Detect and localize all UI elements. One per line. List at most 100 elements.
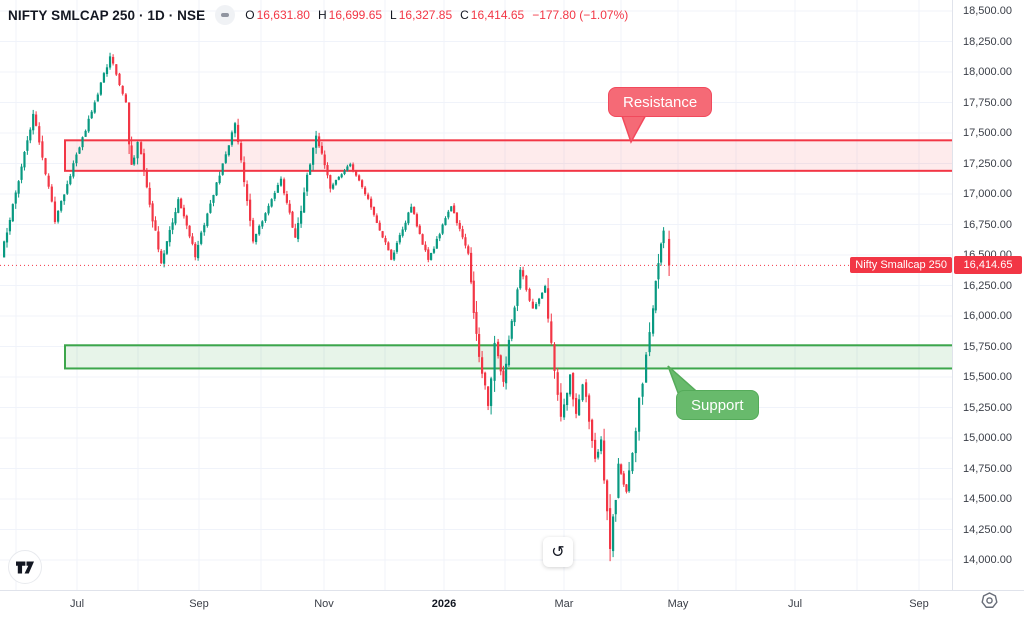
candle-body (499, 355, 502, 372)
candle-body (413, 206, 416, 214)
candle-body (404, 222, 407, 230)
candle-body (600, 439, 603, 452)
candle-body (35, 114, 38, 126)
resistance-callout[interactable]: Resistance (608, 87, 713, 117)
candle-body (279, 178, 283, 186)
candle-body (133, 157, 136, 165)
candle-body (427, 249, 430, 260)
collapse-legend-button[interactable] (215, 5, 236, 25)
candle-body (157, 231, 160, 250)
candle-body (136, 141, 139, 159)
candle-body (270, 199, 273, 207)
candle-body (306, 174, 309, 192)
candle-body (415, 214, 419, 227)
candle-body (458, 222, 461, 229)
low-label: L (390, 8, 397, 22)
candle-body (519, 269, 522, 289)
reset-chart-button[interactable]: ↺ (543, 537, 573, 567)
candle-body (634, 431, 637, 454)
candle-body (197, 244, 200, 259)
candle-body (346, 166, 349, 171)
time-scale[interactable]: Jul Sep Nov 2026 Mar May Jul Sep (0, 590, 1024, 621)
time-tick-label: Jul (787, 598, 803, 610)
candle-body (246, 184, 249, 202)
candle-body (450, 206, 453, 212)
candle-body (309, 164, 312, 175)
candle-body (38, 126, 41, 143)
candle-body (612, 516, 615, 552)
candle-body (163, 253, 166, 264)
candle-body (343, 170, 346, 175)
candle-body (218, 175, 221, 184)
candle-body (118, 73, 121, 86)
candle-body (285, 193, 288, 203)
price-tick-label: 18,000.00 (963, 66, 1012, 78)
resistance-zone[interactable] (64, 139, 952, 172)
candle-body (398, 235, 401, 243)
candle-body (29, 129, 32, 141)
candle-body (171, 222, 174, 230)
candle-body (87, 118, 90, 132)
candle-body (364, 187, 367, 195)
candle-body (41, 141, 44, 158)
candle-body (378, 222, 381, 231)
tradingview-logo[interactable] (8, 550, 42, 584)
candle-body (90, 111, 93, 119)
candle-body (421, 234, 424, 245)
candle-body (547, 288, 550, 319)
price-tick-label: 17,000.00 (963, 188, 1012, 200)
candle-body (182, 207, 186, 217)
candle-body (267, 205, 270, 214)
candle-body (273, 192, 276, 199)
candle-body (258, 225, 261, 235)
candle-body (337, 176, 340, 180)
price-tick-label: 16,750.00 (963, 218, 1012, 231)
candle-body (381, 231, 384, 238)
candle-body (507, 339, 511, 366)
candle-body (203, 225, 206, 233)
candle-body (478, 334, 481, 357)
price-scale[interactable]: 18,500.00 18,250.00 18,000.00 17,750.00 17,5… (952, 0, 1024, 590)
support-callout[interactable]: Support (676, 390, 759, 420)
candle-body (525, 275, 528, 290)
candlestick-plot[interactable] (0, 0, 952, 590)
candle-body (528, 289, 531, 301)
candle-body (50, 186, 53, 202)
candle-body (441, 224, 444, 234)
candle-body (522, 270, 525, 277)
high-value: 16,699.65 (328, 8, 383, 22)
candle-body (550, 321, 553, 343)
minimize-icon (221, 13, 230, 17)
price-tick-label: 15,750.00 (963, 340, 1012, 353)
candle-body (283, 179, 286, 194)
candle-body (444, 218, 447, 226)
symbol-title[interactable]: NIFTY SMLCAP 250 · 1D · NSE (8, 7, 206, 23)
candle-body (145, 170, 148, 188)
candle-body (538, 298, 541, 304)
candle-body (227, 145, 230, 156)
candle-body (395, 242, 399, 252)
settings-icon[interactable] (981, 592, 998, 609)
candle-body (340, 174, 343, 178)
candle-body (44, 158, 47, 175)
candle-body (410, 206, 413, 213)
candle-body (17, 181, 20, 194)
candle-body (151, 203, 154, 222)
open-label: O (245, 8, 255, 22)
candle-body (631, 452, 634, 472)
candle-body (255, 233, 258, 243)
candle-body (384, 238, 387, 243)
candle-body (332, 184, 335, 189)
candle-body (432, 248, 436, 253)
candle-body (206, 213, 209, 226)
price-tick-label: 15,500.00 (963, 371, 1012, 383)
time-tick-label: Sep (189, 598, 209, 610)
candle-body (191, 236, 194, 244)
candle-body (609, 508, 612, 549)
candle-body (224, 154, 227, 163)
candle-body (447, 211, 450, 218)
candle-body (8, 219, 12, 232)
candle-body (591, 419, 594, 441)
candle-body (69, 176, 72, 185)
candle-body (81, 137, 84, 148)
